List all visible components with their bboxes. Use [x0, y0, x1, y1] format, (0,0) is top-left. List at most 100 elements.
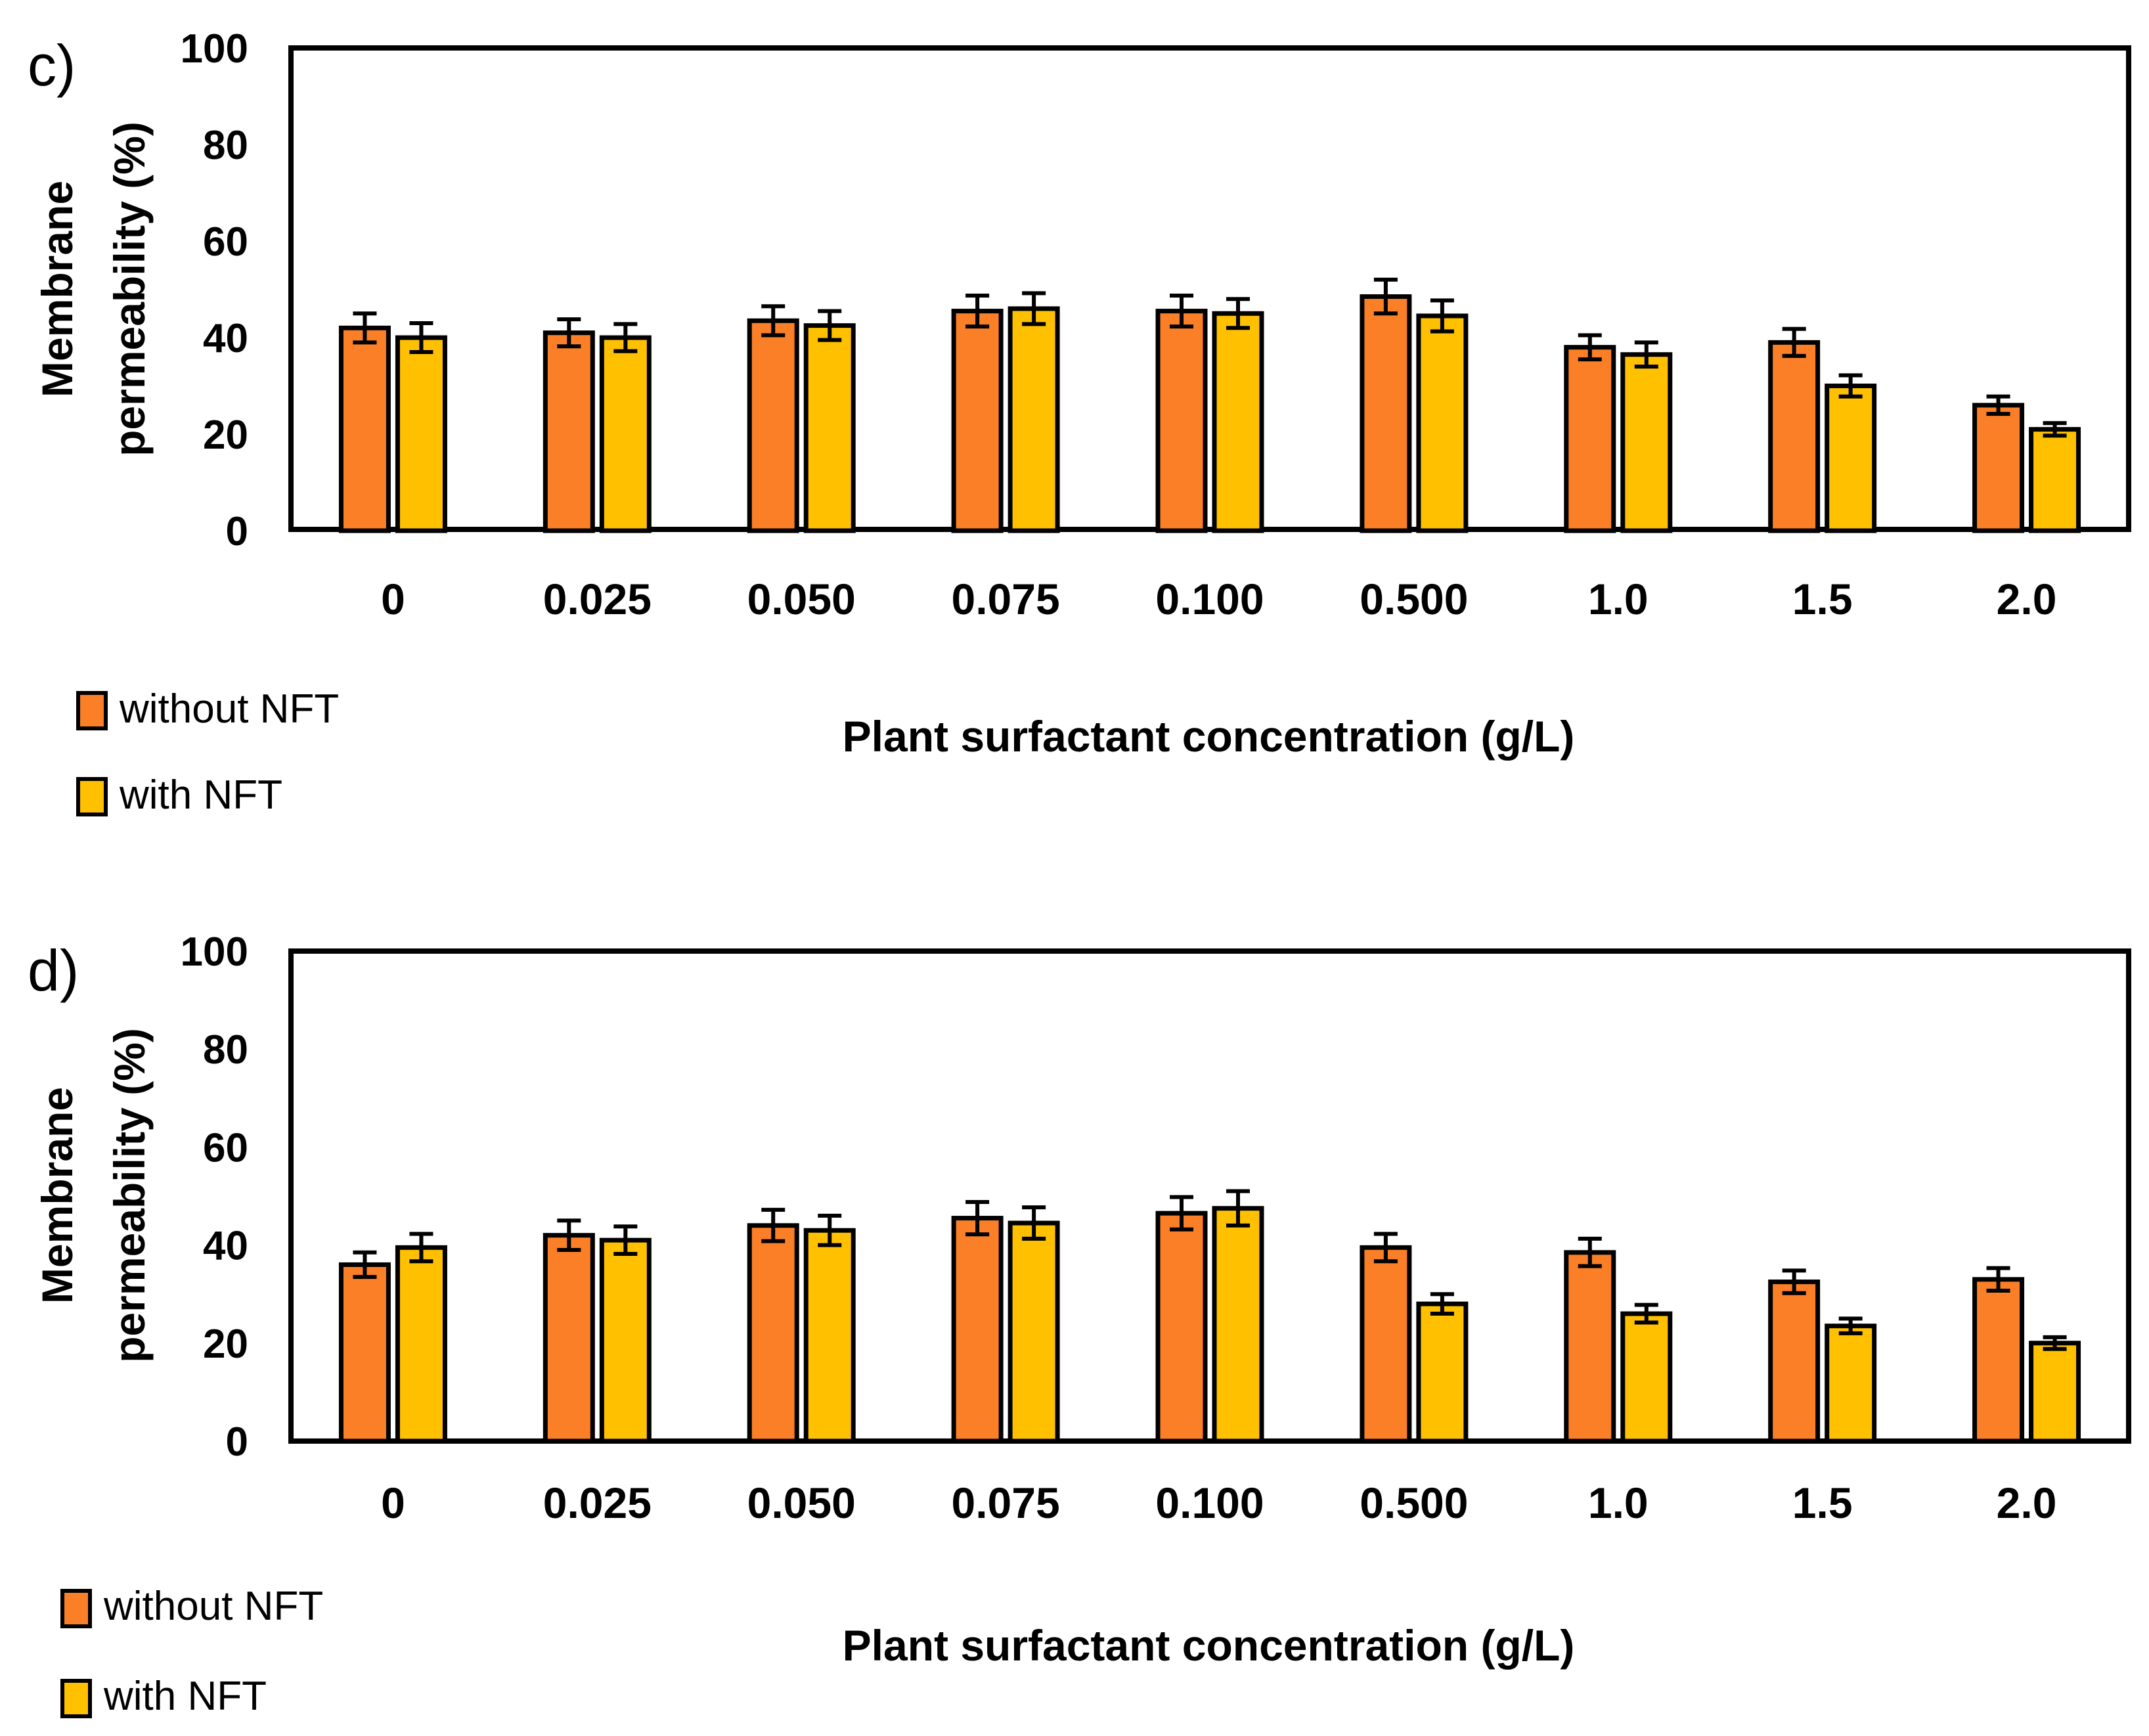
error-bar	[1170, 294, 1193, 329]
bar-with-nft	[803, 1228, 856, 1444]
error-bar	[1782, 326, 1806, 358]
bar-with-nft	[1825, 384, 1877, 533]
bar-without-nft	[1768, 1280, 1821, 1444]
error-bar	[613, 1224, 638, 1257]
error-bar	[1226, 297, 1250, 330]
error-bar	[965, 1199, 990, 1237]
legend-label-with-nft: with NFT	[103, 1674, 267, 1719]
bar-with-nft	[1212, 311, 1264, 533]
bar-with-nft	[599, 335, 652, 533]
x-tick-label: 0.100	[1155, 575, 1264, 623]
x-tick-label: 0.075	[952, 575, 1060, 623]
error-bar	[1838, 373, 1863, 399]
y-tick-label: 100	[181, 26, 248, 72]
bar-with-nft	[1416, 1301, 1469, 1444]
bar-with-nft	[395, 1245, 447, 1444]
error-bar	[409, 1232, 433, 1264]
error-bar	[1430, 298, 1454, 334]
error-bar	[761, 1207, 786, 1243]
plot-frame	[288, 948, 2131, 1444]
error-bar	[818, 309, 842, 342]
y-tick-label: 0	[226, 1419, 248, 1465]
x-tick-label: 0.050	[747, 575, 856, 623]
x-tick-label: 0.025	[543, 575, 652, 623]
y-tick-label: 20	[203, 412, 248, 458]
y-tick-labels: 0 20 40 60 80 100	[181, 929, 248, 1465]
error-bar	[409, 321, 433, 355]
bar-with-nft	[803, 323, 856, 533]
bar-without-nft	[1155, 1211, 1208, 1444]
error-bar	[1022, 291, 1046, 326]
error-bar	[1634, 340, 1658, 369]
x-tick-label: 2.0	[1997, 1479, 2057, 1527]
y-tick-labels: 0 20 40 60 80 100	[181, 26, 248, 554]
legend-label-without-nft: without NFT	[119, 686, 339, 732]
bar-without-nft	[338, 1262, 391, 1444]
bar-with-nft	[1008, 306, 1060, 533]
error-bar	[1578, 333, 1602, 362]
bar-without-nft	[543, 1233, 595, 1444]
bar-without-nft	[951, 1216, 1004, 1444]
bar-without-nft	[338, 325, 391, 533]
error-bar	[1430, 1292, 1454, 1316]
y-tick-label: 40	[203, 316, 248, 361]
bar-with-nft	[599, 1237, 652, 1444]
legend-swatch-without-nft	[76, 691, 108, 730]
y-axis-title-line1: Membrane	[33, 1087, 81, 1304]
legend: without NFT with NFT	[76, 686, 339, 818]
panel-label: c)	[28, 33, 76, 98]
x-tick-labels: 0 0.025 0.050 0.075 0.100 0.500 1.0 1.5 2.0	[381, 1479, 2056, 1527]
bar-with-nft	[2029, 427, 2081, 533]
error-bar	[761, 304, 786, 338]
legend-label-with-nft: with NFT	[119, 772, 282, 818]
bar-without-nft	[747, 318, 799, 533]
error-bar	[1373, 1232, 1398, 1264]
bar-without-nft	[1972, 1277, 2025, 1444]
error-bar	[613, 322, 638, 353]
bar-with-nft	[2029, 1341, 2081, 1444]
error-bar	[1634, 1302, 1658, 1325]
x-tick-label: 0.100	[1155, 1479, 1264, 1527]
error-bar	[1838, 1316, 1863, 1335]
y-axis-title-line2: permeability (%)	[105, 1028, 154, 1363]
x-tick-label: 0.075	[952, 1479, 1060, 1527]
bar-with-nft	[1212, 1206, 1264, 1444]
bar-without-nft	[1564, 345, 1616, 533]
bar-with-nft	[1825, 1324, 1877, 1444]
error-bar	[818, 1213, 842, 1247]
legend-label-without-nft: without NFT	[103, 1584, 323, 1629]
y-tick-label: 80	[203, 1027, 248, 1073]
legend-swatch-with-nft	[60, 1679, 92, 1718]
bar-without-nft	[747, 1223, 799, 1444]
bar-with-nft	[1620, 1311, 1673, 1444]
x-tick-label: 0.025	[543, 1479, 652, 1527]
bar-with-nft	[1620, 352, 1673, 533]
error-bar	[1373, 277, 1398, 316]
bar-with-nft	[1008, 1220, 1060, 1444]
x-tick-label: 0.500	[1360, 575, 1468, 623]
error-bar	[1226, 1189, 1250, 1228]
y-tick-label: 60	[203, 219, 248, 265]
bar-with-nft	[1416, 313, 1469, 533]
bar-without-nft	[1360, 1245, 1412, 1444]
y-tick-label: 100	[181, 929, 248, 975]
legend-swatch-with-nft	[76, 777, 108, 816]
error-bar	[965, 294, 990, 329]
y-axis-title-line1: Membrane	[33, 181, 81, 397]
error-bar	[1782, 1268, 1806, 1295]
x-tick-label: 1.0	[1588, 575, 1649, 623]
error-bar	[2043, 421, 2067, 438]
bar-without-nft	[951, 309, 1004, 533]
legend: without NFT with NFT	[60, 1584, 323, 1719]
panel-label: d)	[28, 938, 79, 1003]
x-tick-label: 0	[381, 1479, 405, 1527]
bars	[338, 1206, 2081, 1444]
bars	[338, 294, 2081, 533]
error-bar	[2043, 1335, 2067, 1351]
error-bar	[557, 1218, 581, 1253]
error-bars	[353, 1189, 2067, 1351]
y-tick-label: 40	[203, 1224, 248, 1269]
bar-with-nft	[395, 335, 447, 533]
x-axis-title: Plant surfactant concentration (g/L)	[843, 1621, 1575, 1670]
